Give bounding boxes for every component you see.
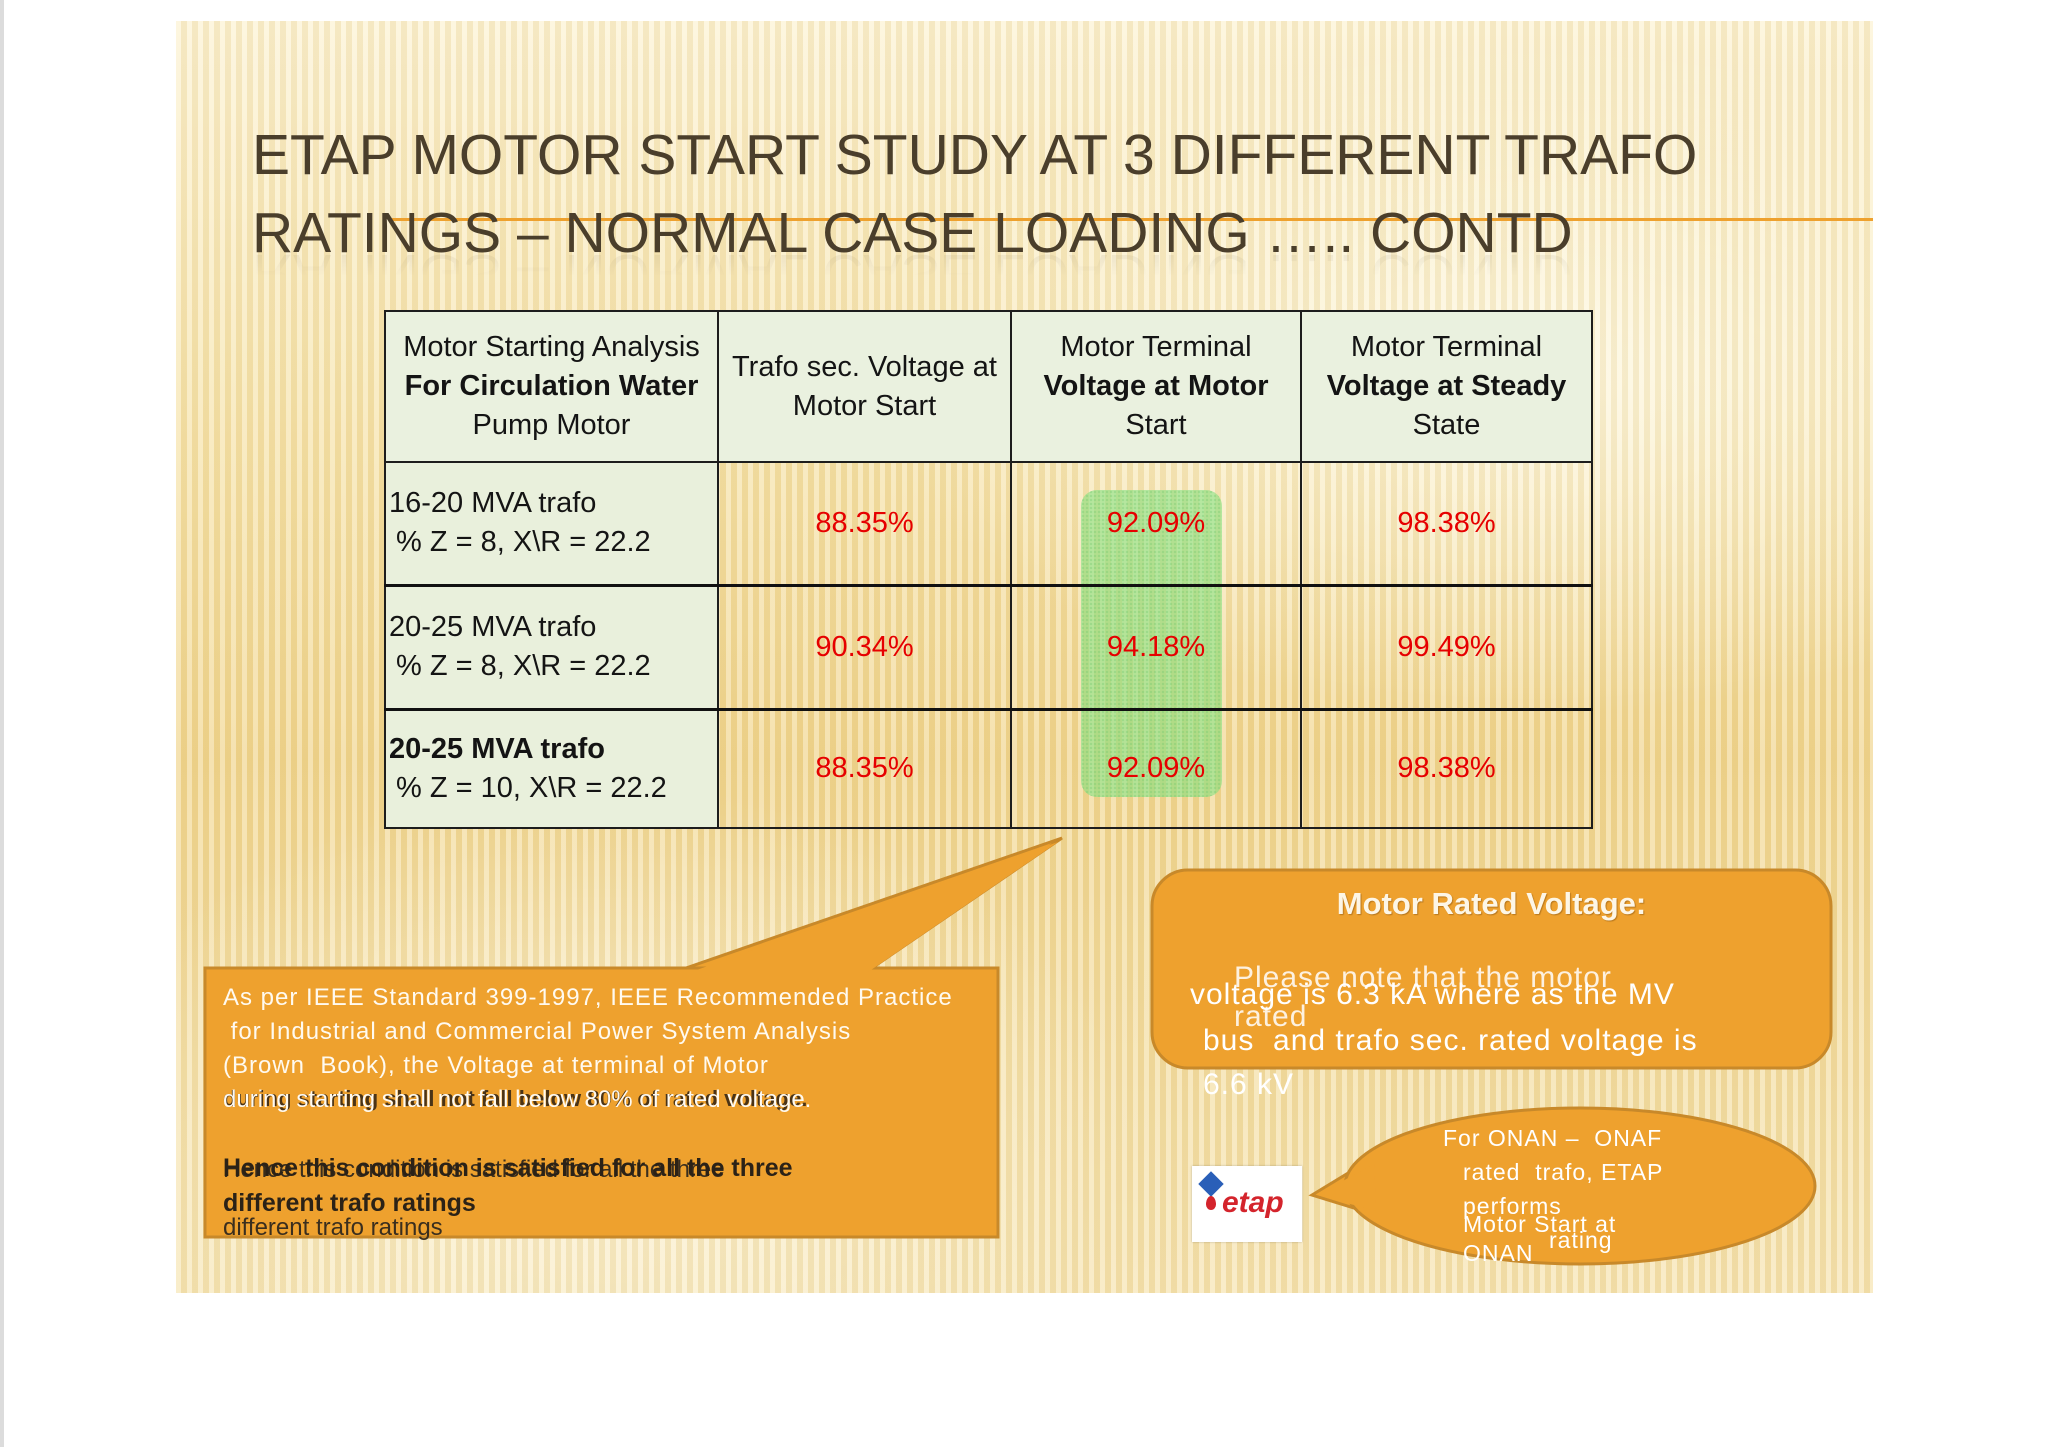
value-cell: 94.18% — [1010, 583, 1302, 710]
header-text: Motor Terminal — [1350, 331, 1543, 363]
value-cell: 98.38% — [1300, 707, 1593, 829]
onan-callout-text: rating — [1549, 1227, 1613, 1253]
trafo-impedance: % Z = 10, X\R = 22.2 — [396, 771, 667, 804]
terminal-voltage-start-value: 92.09% — [1106, 752, 1206, 785]
trafo-sec-voltage-value: 90.34% — [815, 630, 914, 663]
row-label-cell: 16-20 MVA trafo % Z = 8, X\R = 22.2 — [384, 461, 719, 586]
trafo-rating: 20-25 MVA trafo — [389, 611, 597, 643]
ieee-callout-box — [203, 966, 1000, 1239]
callout-shapes — [203, 836, 1833, 1266]
row-label-cell: 20-25 MVA trafo % Z = 8, X\R = 22.2 — [384, 583, 719, 710]
value-cell: 88.35% — [717, 461, 1012, 586]
rated-voltage-text: voltage is 6.3 kA where as the MV — [1190, 978, 1675, 1011]
header-text: Voltage at Steady — [1326, 370, 1567, 402]
rated-voltage-text: bus and trafo sec. rated voltage is — [1203, 1024, 1698, 1057]
motor-start-results-table: Motor Starting Analysis For Circulation … — [384, 310, 1593, 829]
header-cell-analysis: Motor Starting Analysis For Circulation … — [384, 310, 719, 463]
rated-voltage-title: Motor Rated Voltage: — [1336, 886, 1647, 921]
ieee-conclusion-overlay: different trafo ratings — [223, 1214, 443, 1241]
value-cell: 92.09% — [1010, 707, 1302, 829]
header-text: Start — [1125, 409, 1187, 441]
ieee-callout-text: during starting shall not fall below 80%… — [223, 1086, 812, 1113]
row-label-cell: 20-25 MVA trafo % Z = 10, X\R = 22.2 — [384, 707, 719, 829]
trafo-impedance: % Z = 8, X\R = 22.2 — [396, 650, 651, 682]
terminal-voltage-steady-value: 99.49% — [1397, 630, 1496, 663]
value-cell: 98.38% — [1300, 461, 1593, 586]
ieee-callout-text: for Industrial and Commercial Power Syst… — [223, 1018, 852, 1045]
header-text: Trafo sec. Voltage at — [732, 350, 997, 383]
trafo-sec-voltage-value: 88.35% — [815, 752, 914, 785]
ieee-callout-text-shadow: during starting shall not fall below 80%… — [223, 1086, 808, 1111]
onan-callout-text: rated trafo, ETAP — [1463, 1159, 1664, 1185]
rated-voltage-text: Please note that the motor — [1234, 961, 1612, 994]
onan-callout-text: ONAN — [1463, 1240, 1534, 1266]
ieee-callout-pointer-fill — [691, 842, 1058, 972]
ieee-callout-text: As per IEEE Standard 399-1997, IEEE Reco… — [223, 984, 953, 1011]
etap-logo-icon — [1198, 1171, 1224, 1197]
onan-callout-text: performs — [1463, 1193, 1562, 1219]
page-edge — [0, 0, 4, 1447]
value-cell: 90.34% — [717, 583, 1012, 710]
header-text: For Circulation Water — [404, 370, 699, 402]
slide-title-line-1: ETAP MOTOR START STUDY AT 3 DIFFERENT TR… — [252, 123, 1698, 187]
terminal-voltage-start-value: 94.18% — [1106, 630, 1206, 663]
table-row: 20-25 MVA trafo % Z = 8, X\R = 22.2 90.3… — [384, 583, 1593, 710]
terminal-voltage-steady-value: 98.38% — [1397, 506, 1496, 539]
value-cell: 92.09% — [1010, 461, 1302, 586]
value-cell: 88.35% — [717, 707, 1012, 829]
onan-callout-text: For ONAN – ONAF — [1443, 1125, 1663, 1151]
ieee-conclusion: different trafo ratings — [223, 1189, 476, 1217]
etap-logo-text: etap — [1222, 1186, 1284, 1219]
header-text: Motor Start — [792, 389, 937, 422]
header-text: Motor Starting Analysis — [403, 331, 700, 363]
terminal-voltage-steady-value: 98.38% — [1397, 752, 1496, 785]
rated-voltage-text: 6.6 kV — [1203, 1068, 1295, 1101]
table-header-row: Motor Starting Analysis For Circulation … — [384, 310, 1593, 463]
header-cell-terminal-voltage-steady: Motor Terminal Voltage at Steady State — [1300, 310, 1593, 463]
ieee-conclusion-overlay: Hence this condition is satisfied for al… — [223, 1156, 725, 1183]
trafo-impedance: % Z = 8, X\R = 22.2 — [396, 526, 651, 559]
onan-callout-text: Motor Start at — [1463, 1211, 1617, 1237]
value-cell: 99.49% — [1300, 583, 1593, 710]
table-row: 16-20 MVA trafo % Z = 8, X\R = 22.2 88.3… — [384, 461, 1593, 586]
header-text: Motor Terminal — [1060, 331, 1252, 363]
onan-callout-pointer-fill — [1317, 1164, 1376, 1211]
etap-logo: etap — [1192, 1166, 1302, 1242]
etap-logo-drop-icon — [1206, 1196, 1216, 1210]
rated-voltage-text: rated — [1234, 1000, 1308, 1033]
header-cell-terminal-voltage-start: Motor Terminal Voltage at Motor Start — [1010, 310, 1302, 463]
ieee-conclusion: Hence this condition is satisfied for al… — [223, 1154, 793, 1182]
terminal-voltage-start-value: 92.09% — [1106, 506, 1206, 539]
header-text: State — [1412, 409, 1481, 441]
ieee-callout-text: (Brown Book), the Voltage at terminal of… — [223, 1052, 769, 1079]
rated-voltage-callout-box — [1150, 868, 1833, 1070]
header-text: Voltage at Motor — [1043, 370, 1269, 402]
trafo-rating: 16-20 MVA trafo — [389, 487, 597, 520]
title-rule — [392, 218, 1873, 221]
slide-title-line-2: RATINGS – NORMAL CASE LOADING ….. CONTD — [252, 201, 1573, 265]
header-cell-trafo-sec-voltage: Trafo sec. Voltage at Motor Start — [717, 310, 1012, 463]
slide: ETAP MOTOR START STUDY AT 3 DIFFERENT TR… — [176, 21, 1873, 1293]
table-row: 20-25 MVA trafo % Z = 10, X\R = 22.2 88.… — [384, 707, 1593, 829]
header-text: Pump Motor — [472, 409, 631, 441]
trafo-rating: 20-25 MVA trafo — [389, 732, 605, 765]
trafo-sec-voltage-value: 88.35% — [815, 506, 914, 539]
